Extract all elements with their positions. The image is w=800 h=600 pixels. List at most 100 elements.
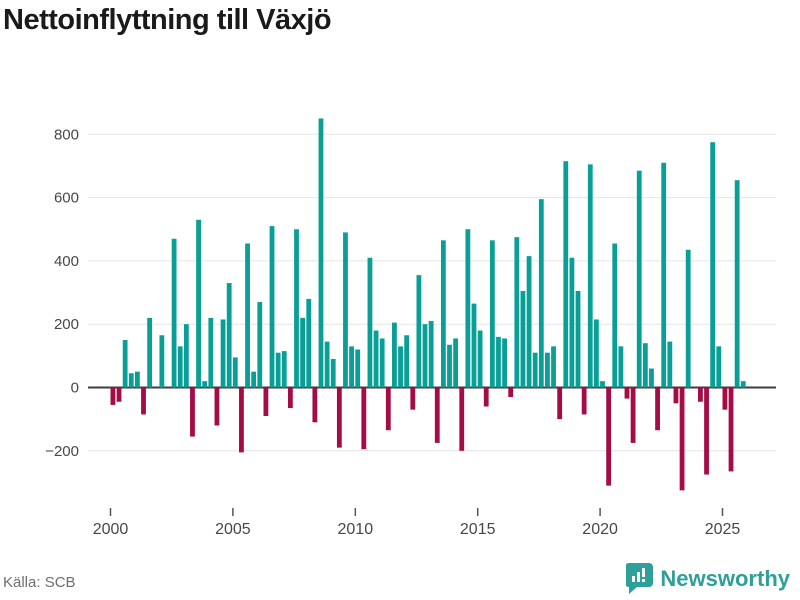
bar-2009-Q2 — [336, 387, 342, 448]
bar-2014-Q4 — [471, 303, 477, 388]
x-tick-label-2005: 2005 — [215, 521, 251, 538]
bar-2022-Q4 — [667, 341, 673, 388]
bar-2024-Q1 — [698, 387, 703, 402]
bar-2015-Q2 — [483, 387, 489, 407]
bar-2005-Q3 — [245, 243, 250, 388]
bar-2023-Q3 — [685, 249, 691, 388]
bar-2008-Q2 — [312, 387, 318, 423]
bar-2007-Q2 — [287, 387, 293, 409]
y-tick-label-200: 200 — [54, 316, 79, 333]
bar-2015-Q3 — [489, 240, 495, 388]
bar-2014-Q3 — [465, 229, 471, 388]
bar-2019-Q3 — [587, 164, 593, 388]
bar-2014-Q1 — [453, 338, 459, 388]
x-tick-label-2025: 2025 — [705, 521, 741, 538]
x-tick-label-2015: 2015 — [460, 521, 496, 538]
bar-2010-Q3 — [367, 257, 373, 388]
bar-2018-Q2 — [557, 387, 563, 420]
bar-2010-Q1 — [355, 349, 361, 388]
source-label: Källa: SCB — [3, 574, 76, 591]
bar-2020-Q1 — [600, 381, 605, 388]
bar-2004-Q2 — [214, 387, 220, 426]
bar-2023-Q1 — [673, 387, 679, 404]
bar-2008-Q1 — [306, 298, 312, 388]
bar-2025-Q1 — [722, 387, 728, 410]
bar-2012-Q3 — [416, 275, 422, 388]
bar-2022-Q1 — [649, 368, 654, 388]
bar-2004-Q4 — [226, 283, 232, 388]
bar-2017-Q2 — [532, 352, 538, 388]
y-tick-label--200: −200 — [45, 443, 79, 460]
logo-exclamation-dot — [642, 579, 646, 582]
bar-2002-Q4 — [177, 346, 183, 388]
bar-2007-Q3 — [294, 229, 299, 388]
bar-2001-Q2 — [141, 387, 146, 415]
bar-2019-Q1 — [575, 290, 581, 388]
bar-2005-Q2 — [239, 387, 244, 453]
y-tick-label-800: 800 — [54, 126, 79, 143]
logo-exclamation-bar — [642, 568, 646, 577]
bar-2003-Q1 — [183, 324, 189, 388]
y-tick-label-400: 400 — [54, 253, 79, 270]
bar-2021-Q4 — [642, 343, 648, 388]
bar-2016-Q1 — [502, 338, 507, 388]
bar-2005-Q4 — [251, 371, 257, 388]
bar-2018-Q3 — [563, 161, 569, 388]
bar-2013-Q1 — [428, 321, 434, 388]
bar-2006-Q3 — [269, 226, 275, 388]
bar-2003-Q4 — [202, 381, 208, 388]
bar-2020-Q4 — [618, 346, 624, 388]
bar-2000-Q2 — [116, 387, 122, 402]
bar-2021-Q3 — [636, 170, 642, 388]
bar-2009-Q4 — [349, 346, 354, 388]
bar-2023-Q2 — [679, 387, 685, 491]
bar-2013-Q2 — [434, 387, 440, 443]
bar-2004-Q3 — [220, 319, 226, 388]
newsworthy-logo-icon — [626, 563, 654, 594]
bar-2012-Q4 — [422, 324, 428, 388]
bar-2013-Q4 — [447, 344, 452, 388]
bar-2025-Q3 — [734, 180, 740, 388]
x-tick-label-2010: 2010 — [338, 521, 374, 538]
bar-2003-Q2 — [190, 387, 195, 437]
bar-2014-Q2 — [459, 387, 465, 451]
bar-2019-Q4 — [593, 319, 599, 388]
x-tick-label-2000: 2000 — [93, 521, 129, 538]
bar-2011-Q4 — [398, 346, 403, 388]
bar-2015-Q1 — [477, 330, 483, 388]
bar-2002-Q1 — [159, 335, 165, 388]
bar-2000-Q1 — [110, 387, 116, 405]
bar-2017-Q3 — [538, 199, 544, 388]
bar-2003-Q3 — [196, 219, 201, 388]
logo-bar-medium — [637, 572, 641, 582]
bar-2015-Q4 — [496, 336, 501, 388]
bar-2000-Q3 — [122, 340, 128, 388]
bar-2012-Q1 — [404, 335, 410, 388]
brand-lockup: Newsworthy — [626, 563, 790, 594]
bar-2009-Q1 — [330, 359, 336, 388]
bar-2017-Q4 — [545, 352, 550, 388]
bar-2001-Q3 — [147, 317, 153, 388]
bar-2016-Q4 — [520, 290, 526, 388]
bar-2009-Q3 — [343, 232, 348, 388]
bar-2001-Q1 — [134, 371, 140, 388]
bar-2020-Q2 — [606, 387, 612, 486]
bar-2016-Q2 — [508, 387, 514, 397]
bar-2004-Q1 — [208, 317, 214, 388]
logo-bar-small — [632, 576, 636, 582]
bar-2006-Q4 — [275, 352, 281, 388]
bar-2022-Q3 — [661, 162, 667, 388]
bar-2017-Q1 — [526, 256, 532, 388]
bar-2018-Q1 — [551, 346, 556, 388]
bar-2011-Q1 — [379, 338, 385, 388]
bar-2016-Q3 — [514, 237, 520, 388]
bar-2018-Q4 — [569, 257, 575, 388]
bar-2022-Q2 — [655, 387, 660, 431]
y-tick-label-600: 600 — [54, 190, 79, 207]
bar-2010-Q4 — [373, 330, 379, 388]
bar-2021-Q2 — [630, 387, 636, 443]
bar-2012-Q2 — [410, 387, 416, 410]
y-tick-label-0: 0 — [71, 380, 79, 397]
